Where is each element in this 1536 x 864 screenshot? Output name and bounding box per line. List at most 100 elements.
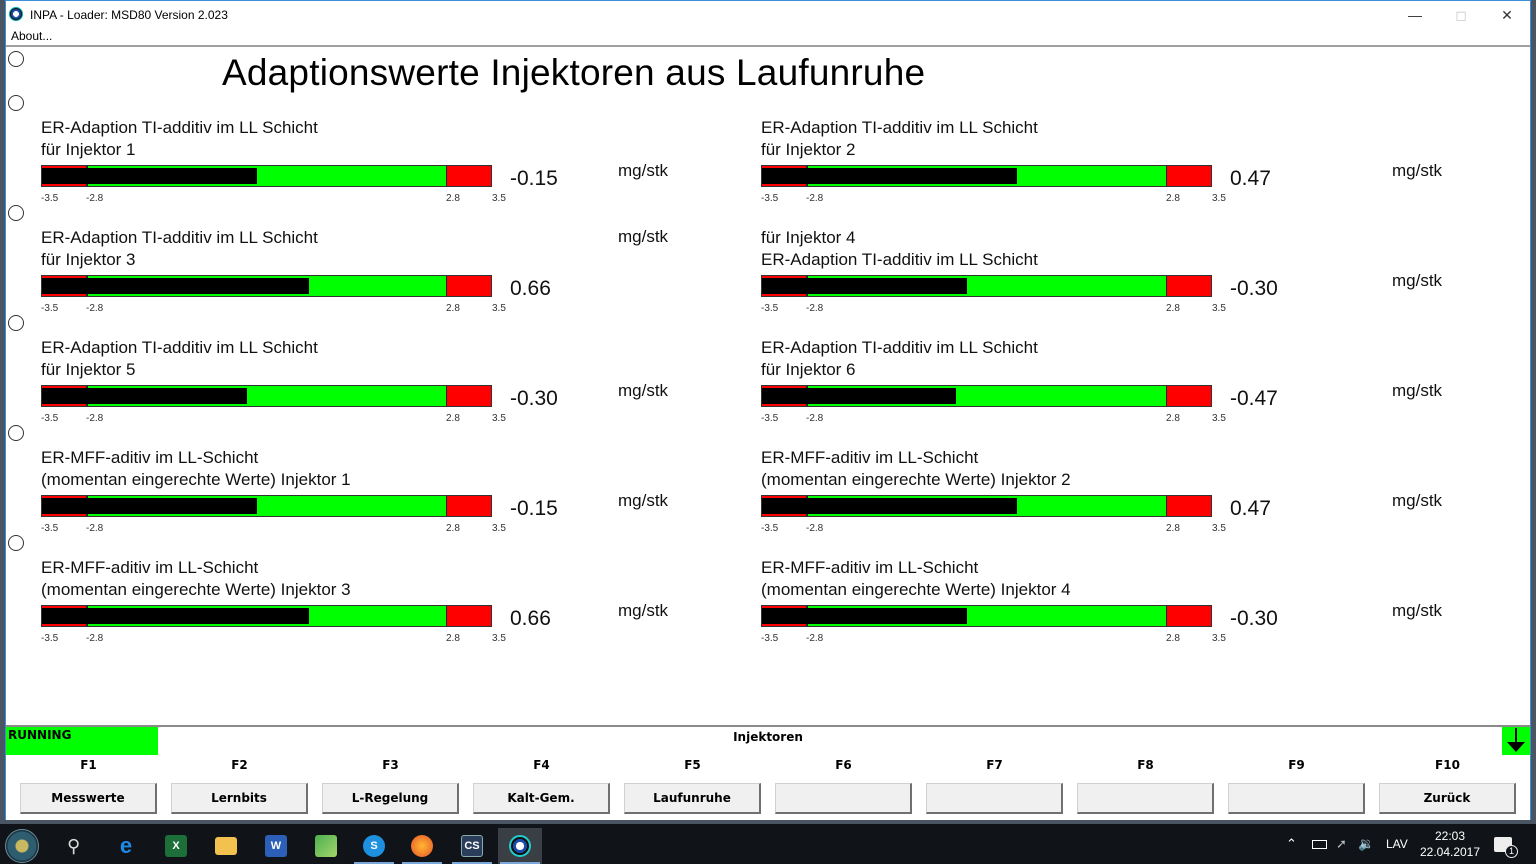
tick-high: 2.8 bbox=[1166, 633, 1180, 644]
maximize-button[interactable]: ◻ bbox=[1438, 1, 1484, 29]
tray-overflow-button[interactable]: ⌃ bbox=[1286, 824, 1297, 864]
taskbar-word[interactable]: W bbox=[254, 828, 298, 864]
clock-date: 22.04.2017 bbox=[1419, 845, 1481, 859]
taskbar-firefox[interactable] bbox=[400, 828, 444, 864]
tick-max: 3.5 bbox=[492, 303, 506, 314]
fkey-label: F6 bbox=[835, 758, 852, 772]
measurement-unit: mg/stk bbox=[618, 161, 669, 180]
volume-button[interactable]: 🔉 bbox=[1358, 824, 1374, 864]
taskbar-file-explorer[interactable] bbox=[204, 828, 248, 864]
measurement-label: für Injektor 4 ER-Adaption TI-additiv im … bbox=[761, 228, 1038, 269]
tick-low: -2.8 bbox=[806, 413, 824, 424]
fkey-f5: F5 Laufunruhe bbox=[624, 757, 761, 814]
search-button[interactable]: ⚲ bbox=[52, 828, 96, 864]
range-bar bbox=[761, 385, 1212, 407]
arrow-down-icon[interactable] bbox=[1502, 727, 1530, 755]
range-bar bbox=[761, 275, 1212, 297]
tick-high: 2.8 bbox=[1166, 303, 1180, 314]
taskbar-green-app[interactable] bbox=[304, 828, 348, 864]
taskbar-inpa[interactable] bbox=[498, 828, 542, 864]
measurement-value: -0.15 bbox=[510, 497, 558, 520]
file-explorer-icon bbox=[215, 837, 237, 855]
tick-low: -2.8 bbox=[806, 523, 824, 534]
range-bar bbox=[41, 275, 492, 297]
status-badge: RUNNING bbox=[6, 727, 158, 755]
measurement-label: ER-Adaption TI-additiv im LL Schicht für … bbox=[41, 338, 318, 379]
taskbar-cs[interactable]: CS bbox=[450, 828, 494, 864]
tick-min: -3.5 bbox=[761, 633, 779, 644]
measurement-value: -0.30 bbox=[1230, 277, 1278, 300]
tick-low: -2.8 bbox=[86, 193, 104, 204]
measurement-value: 0.66 bbox=[510, 277, 551, 300]
empty-fkey-button[interactable] bbox=[1228, 783, 1365, 814]
l-regelung-button[interactable]: L-Regelung bbox=[322, 783, 459, 814]
measurement-unit: mg/stk bbox=[1392, 381, 1443, 400]
measurement-unit: mg/stk bbox=[618, 491, 669, 510]
wifi-button[interactable]: ➚ bbox=[1336, 824, 1347, 864]
tick-high: 2.8 bbox=[1166, 523, 1180, 534]
menu-about[interactable]: About... bbox=[11, 29, 53, 43]
tick-high: 2.8 bbox=[1166, 413, 1180, 424]
measurement-unit: mg/stk bbox=[1392, 491, 1443, 510]
value-fill bbox=[42, 608, 309, 624]
clock-time: 22:03 bbox=[1434, 829, 1466, 843]
messwerte-button[interactable]: Messwerte bbox=[20, 783, 157, 814]
fkey-label: F3 bbox=[382, 758, 399, 772]
tick-high: 2.8 bbox=[446, 413, 460, 424]
tick-high: 2.8 bbox=[446, 633, 460, 644]
tick-high: 2.8 bbox=[446, 303, 460, 314]
tick-max: 3.5 bbox=[1212, 633, 1226, 644]
radio-button[interactable] bbox=[8, 535, 24, 551]
tick-min: -3.5 bbox=[761, 523, 779, 534]
measurement-unit: mg/stk bbox=[1392, 271, 1443, 290]
inpa-bmw-icon bbox=[509, 835, 531, 857]
taskbar-skype[interactable]: S bbox=[352, 828, 396, 864]
fkey-label: F1 bbox=[80, 758, 97, 772]
measurement-unit: mg/stk bbox=[1392, 161, 1443, 180]
search-icon: ⚲ bbox=[67, 835, 81, 856]
tick-min: -3.5 bbox=[761, 193, 779, 204]
radio-button[interactable] bbox=[8, 95, 24, 111]
radio-button[interactable] bbox=[8, 205, 24, 221]
empty-fkey-button[interactable] bbox=[1077, 783, 1214, 814]
range-bar bbox=[761, 165, 1212, 187]
tick-min: -3.5 bbox=[41, 523, 59, 534]
clock[interactable]: 22:03 22.04.2017 bbox=[1418, 824, 1482, 864]
radio-button[interactable] bbox=[8, 315, 24, 331]
title-bar[interactable]: INPA - Loader: MSD80 Version 2.023 — ◻ ✕ bbox=[6, 1, 1530, 29]
tick-max: 3.5 bbox=[1212, 193, 1226, 204]
chevron-up-icon: ⌃ bbox=[1286, 836, 1297, 851]
empty-fkey-button[interactable] bbox=[775, 783, 912, 814]
fkey-label: F7 bbox=[986, 758, 1003, 772]
laufunruhe-button[interactable]: Laufunruhe bbox=[624, 783, 761, 814]
range-bar bbox=[41, 385, 492, 407]
taskbar-excel[interactable]: X bbox=[154, 828, 198, 864]
range-bar bbox=[41, 605, 492, 627]
action-center-button[interactable]: 1 bbox=[1494, 824, 1518, 864]
fkey-f8: F8 bbox=[1077, 757, 1214, 814]
tick-min: -3.5 bbox=[41, 633, 59, 644]
lernbits-button[interactable]: Lernbits bbox=[171, 783, 308, 814]
language-label: LAV bbox=[1386, 837, 1408, 851]
cs-icon: CS bbox=[461, 835, 483, 857]
minimize-button[interactable]: — bbox=[1392, 1, 1438, 29]
skype-icon: S bbox=[363, 835, 385, 857]
taskbar-edge[interactable]: e bbox=[104, 828, 148, 864]
start-button[interactable] bbox=[0, 828, 44, 864]
measurement-value: -0.47 bbox=[1230, 387, 1278, 410]
radio-button[interactable] bbox=[8, 51, 24, 67]
close-button[interactable]: ✕ bbox=[1484, 1, 1530, 29]
kalt-gem-button[interactable]: Kalt-Gem. bbox=[473, 783, 610, 814]
zur-ck-button[interactable]: Zurück bbox=[1379, 783, 1516, 814]
measurement-label: ER-MFF-aditiv im LL-Schicht (momentan ein… bbox=[41, 558, 351, 599]
tick-min: -3.5 bbox=[41, 193, 59, 204]
language-indicator[interactable]: LAV bbox=[1386, 824, 1408, 864]
tick-low: -2.8 bbox=[806, 193, 824, 204]
measurement-label: ER-Adaption TI-additiv im LL Schicht für … bbox=[761, 118, 1038, 159]
tick-min: -3.5 bbox=[41, 413, 59, 424]
fkey-label: F5 bbox=[684, 758, 701, 772]
battery-button[interactable] bbox=[1312, 824, 1327, 864]
tick-max: 3.5 bbox=[1212, 303, 1226, 314]
empty-fkey-button[interactable] bbox=[926, 783, 1063, 814]
radio-button[interactable] bbox=[8, 425, 24, 441]
